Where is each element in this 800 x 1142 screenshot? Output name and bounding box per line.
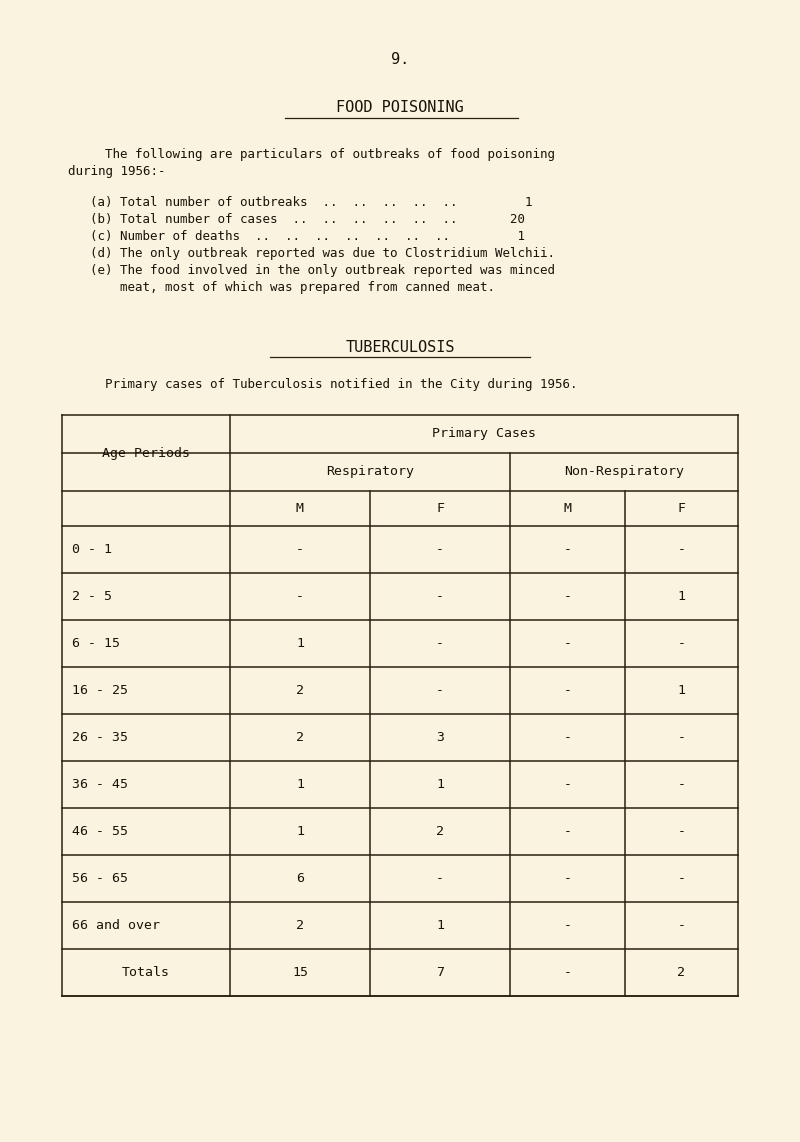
Text: -: -: [296, 590, 304, 603]
Text: -: -: [678, 731, 686, 743]
Text: 9.: 9.: [391, 53, 409, 67]
Text: 3: 3: [436, 731, 444, 743]
Text: Primary Cases: Primary Cases: [432, 427, 536, 441]
Text: 0 - 1: 0 - 1: [72, 542, 112, 556]
Text: -: -: [563, 872, 571, 885]
Text: Age Periods: Age Periods: [102, 447, 190, 459]
Text: TUBERCULOSIS: TUBERCULOSIS: [346, 340, 454, 355]
Text: -: -: [678, 825, 686, 838]
Text: (b) Total number of cases  ..  ..  ..  ..  ..  ..       20: (b) Total number of cases .. .. .. .. ..…: [90, 214, 525, 226]
Text: 1: 1: [296, 637, 304, 650]
Text: -: -: [296, 542, 304, 556]
Text: -: -: [563, 590, 571, 603]
Text: -: -: [563, 778, 571, 791]
Text: (a) Total number of outbreaks  ..  ..  ..  ..  ..         1: (a) Total number of outbreaks .. .. .. .…: [90, 196, 533, 209]
Text: 36 - 45: 36 - 45: [72, 778, 128, 791]
Text: -: -: [678, 637, 686, 650]
Text: 2: 2: [678, 966, 686, 979]
Text: 7: 7: [436, 966, 444, 979]
Text: -: -: [563, 731, 571, 743]
Text: 16 - 25: 16 - 25: [72, 684, 128, 697]
Text: 1: 1: [678, 684, 686, 697]
Text: 1: 1: [678, 590, 686, 603]
Text: -: -: [678, 872, 686, 885]
Text: Respiratory: Respiratory: [326, 466, 414, 478]
Text: 2 - 5: 2 - 5: [72, 590, 112, 603]
Text: F: F: [678, 502, 686, 515]
Text: 2: 2: [296, 731, 304, 743]
Text: Totals: Totals: [122, 966, 170, 979]
Text: -: -: [563, 966, 571, 979]
Text: 6 - 15: 6 - 15: [72, 637, 120, 650]
Text: -: -: [678, 542, 686, 556]
Text: 2: 2: [296, 684, 304, 697]
Text: 1: 1: [296, 825, 304, 838]
Text: -: -: [563, 637, 571, 650]
Text: -: -: [436, 542, 444, 556]
Text: 26 - 35: 26 - 35: [72, 731, 128, 743]
Text: -: -: [436, 684, 444, 697]
Text: during 1956:-: during 1956:-: [68, 164, 166, 178]
Text: Primary cases of Tuberculosis notified in the City during 1956.: Primary cases of Tuberculosis notified i…: [105, 378, 578, 391]
Text: (c) Number of deaths  ..  ..  ..  ..  ..  ..  ..         1: (c) Number of deaths .. .. .. .. .. .. .…: [90, 230, 525, 243]
Text: -: -: [436, 872, 444, 885]
Text: (e) The food involved in the only outbreak reported was minced: (e) The food involved in the only outbre…: [90, 264, 555, 278]
Text: F: F: [436, 502, 444, 515]
Text: 1: 1: [296, 778, 304, 791]
Text: -: -: [563, 825, 571, 838]
Text: -: -: [436, 590, 444, 603]
Text: meat, most of which was prepared from canned meat.: meat, most of which was prepared from ca…: [120, 281, 495, 293]
Text: -: -: [436, 637, 444, 650]
Text: 66 and over: 66 and over: [72, 919, 160, 932]
Text: -: -: [563, 542, 571, 556]
Text: -: -: [563, 919, 571, 932]
Text: M: M: [296, 502, 304, 515]
Text: -: -: [678, 919, 686, 932]
Text: 15: 15: [292, 966, 308, 979]
Text: 56 - 65: 56 - 65: [72, 872, 128, 885]
Text: 6: 6: [296, 872, 304, 885]
Text: -: -: [563, 684, 571, 697]
Text: 2: 2: [436, 825, 444, 838]
Text: 1: 1: [436, 919, 444, 932]
Text: M: M: [563, 502, 571, 515]
Text: -: -: [678, 778, 686, 791]
Text: (d) The only outbreak reported was due to Clostridium Welchii.: (d) The only outbreak reported was due t…: [90, 247, 555, 260]
Text: 1: 1: [436, 778, 444, 791]
Text: The following are particulars of outbreaks of food poisoning: The following are particulars of outbrea…: [105, 148, 555, 161]
Text: 2: 2: [296, 919, 304, 932]
Text: FOOD POISONING: FOOD POISONING: [336, 100, 464, 115]
Text: 46 - 55: 46 - 55: [72, 825, 128, 838]
Text: Non-Respiratory: Non-Respiratory: [564, 466, 684, 478]
